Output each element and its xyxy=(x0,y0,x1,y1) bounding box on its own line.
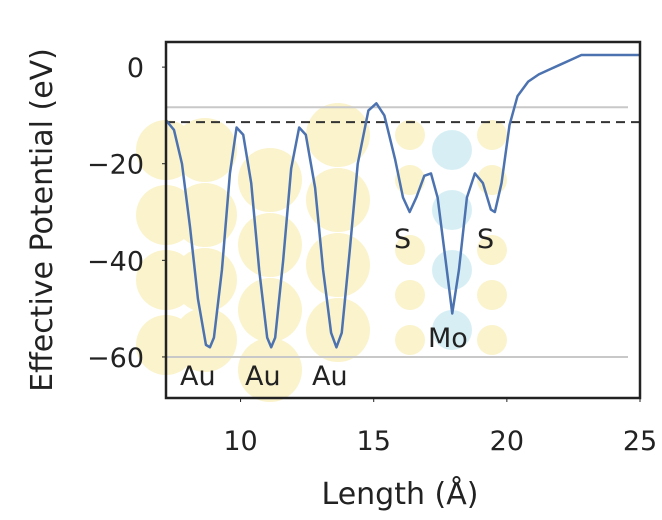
y-tick-label: −20 xyxy=(87,150,144,181)
atom xyxy=(306,233,370,297)
y-tick-label: 0 xyxy=(127,53,144,84)
atom xyxy=(432,130,472,170)
atom xyxy=(395,235,425,265)
x-tick-label: 15 xyxy=(357,426,391,457)
atom xyxy=(173,183,237,247)
atom-label: Mo xyxy=(428,323,468,354)
atom xyxy=(238,213,302,277)
atom xyxy=(432,190,472,230)
atom xyxy=(477,120,507,150)
atom xyxy=(395,325,425,355)
x-axis-label: Length (Å) xyxy=(322,476,479,512)
atom xyxy=(306,103,370,167)
atom xyxy=(477,280,507,310)
atom xyxy=(173,248,237,312)
atom xyxy=(477,235,507,265)
atom xyxy=(238,148,302,212)
atom-label: S xyxy=(394,224,411,255)
potential-line xyxy=(165,53,640,349)
atom xyxy=(306,298,370,362)
x-tick-label: 25 xyxy=(623,426,657,457)
x-tick-label: 10 xyxy=(223,426,257,457)
y-tick-label: −40 xyxy=(87,246,144,277)
atom xyxy=(238,278,302,342)
atom xyxy=(173,118,237,182)
atom-label: Au xyxy=(245,361,281,392)
atom-label: Au xyxy=(180,361,216,392)
atom xyxy=(238,338,302,402)
plot-frame xyxy=(164,40,642,400)
x-tick-label: 20 xyxy=(490,426,524,457)
atom xyxy=(477,325,507,355)
atom xyxy=(395,280,425,310)
atom-label: Au xyxy=(312,361,348,392)
atom xyxy=(395,165,425,195)
y-axis-label: Effective Potential (eV) xyxy=(25,48,60,392)
atom xyxy=(432,250,472,290)
y-tick-label: −60 xyxy=(87,343,144,374)
atom-label: S xyxy=(477,224,494,255)
atom xyxy=(432,310,472,350)
atom xyxy=(395,120,425,150)
